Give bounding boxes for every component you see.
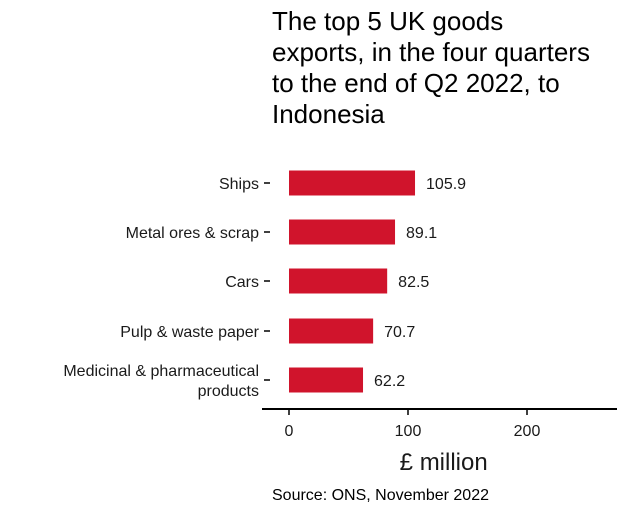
- source-note: Source: ONS, November 2022: [272, 487, 489, 504]
- data-label: 62.2: [374, 373, 405, 390]
- bar: [289, 268, 388, 294]
- data-label: 82.5: [398, 274, 429, 291]
- x-tick-label: 100: [395, 423, 422, 440]
- bar: [289, 367, 364, 393]
- category-label: Medicinal & pharmaceutical products: [63, 363, 259, 400]
- data-label: 89.1: [406, 225, 437, 242]
- category-label: Pulp & waste paper: [120, 324, 259, 341]
- x-axis-label: £ million: [400, 449, 488, 476]
- bar: [289, 170, 416, 196]
- chart-title: The top 5 UK goods exports, in the four …: [272, 6, 590, 129]
- x-tick-label: 200: [514, 423, 541, 440]
- data-label: 105.9: [426, 176, 466, 193]
- bar: [289, 219, 396, 245]
- data-label: 70.7: [384, 324, 415, 341]
- category-label: Ships: [219, 176, 259, 193]
- category-label: Cars: [225, 274, 259, 291]
- bar-chart: 0 100 200 £ million 105.9 Ships 89.1 Metal ores…: [63, 170, 617, 476]
- bar: [289, 318, 374, 344]
- x-tick-label: 0: [285, 423, 294, 440]
- category-label: Metal ores & scrap: [126, 225, 259, 242]
